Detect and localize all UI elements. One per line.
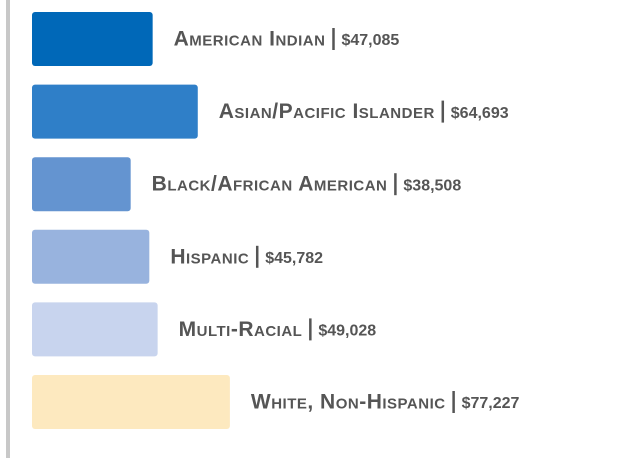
value-label: $49,028 <box>318 323 376 340</box>
bar <box>32 229 150 284</box>
bar <box>32 12 153 66</box>
category-label: Multi-Racial <box>179 318 303 341</box>
value-label: $77,227 <box>462 395 520 412</box>
value-label: $64,693 <box>451 105 509 122</box>
bar <box>32 302 158 357</box>
category-label: White, Non-Hispanic <box>251 391 446 414</box>
category-label: Hispanic <box>170 245 249 268</box>
value-label: $45,782 <box>265 250 323 267</box>
value-label: $38,508 <box>403 177 461 194</box>
bar <box>32 84 198 139</box>
category-label: American Indian <box>174 28 326 51</box>
bar <box>32 157 131 212</box>
value-label: $47,085 <box>341 32 399 49</box>
category-label: Asian/Pacific Islander <box>219 100 435 123</box>
bar <box>32 375 230 429</box>
category-label: Black/African American <box>152 173 388 196</box>
